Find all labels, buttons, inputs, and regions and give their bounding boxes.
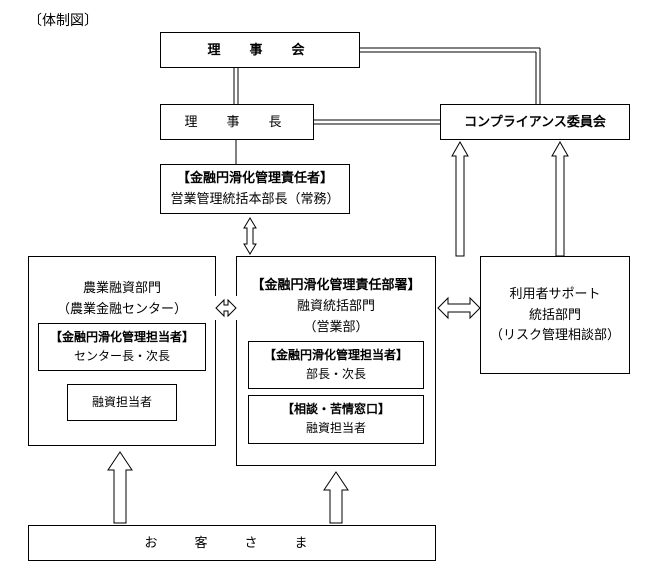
mgr-dept-header1: 融資統括部門: [297, 296, 375, 317]
mgr-dept-header2: （営業部）: [303, 317, 368, 338]
agri-staff-box: 融資担当者: [67, 384, 177, 421]
arrow-customers-agri: [108, 452, 132, 523]
node-user-support: 利用者サポート 統括部門 （リスク管理相談部）: [480, 256, 630, 374]
node-agri-dept: 農業融資部門 （農業金融センター） 【金融円滑化管理担当者】 センター長・次長 …: [28, 256, 216, 446]
node-chairman: 理 事 長: [160, 104, 314, 140]
mgr-dept-consult-box: 【相談・苦情窓口】 融資担当者: [248, 395, 424, 443]
mgr-person-subtitle: 営業管理統括本部長（常務）: [170, 189, 339, 210]
agri-header2: （農業金融センター）: [57, 299, 187, 320]
mgr-dept-consult-sub: 融資担当者: [306, 421, 366, 435]
agri-officer-title: 【金融円滑化管理担当者】: [50, 330, 194, 344]
node-customers: お 客 さ ま: [28, 525, 436, 561]
arrow-usersupport-compliance: [552, 142, 568, 256]
node-board: 理 事 会: [160, 32, 360, 68]
node-mgr-person: 【金融円滑化管理責任者】 営業管理統括本部長（常務）: [160, 164, 350, 214]
mgr-dept-officer-sub: 部長・次長: [306, 367, 366, 381]
node-mgr-dept: 【金融円滑化管理責任部署】 融資統括部門 （営業部） 【金融円滑化管理担当者】 …: [236, 256, 436, 466]
user-support-line1: 利用者サポート: [509, 284, 600, 305]
customers-label: お 客 さ ま: [144, 533, 319, 554]
mgr-dept-top-title: 【金融円滑化管理責任部署】: [251, 275, 420, 296]
mgr-dept-officer-title: 【金融円滑化管理担当者】: [264, 348, 408, 362]
arrow-customers-mgrdept: [324, 472, 348, 523]
agri-officer-box: 【金融円滑化管理担当者】 センター長・次長: [38, 323, 206, 371]
board-label: 理 事 会: [207, 40, 312, 61]
arrow-mgrdept-usersupport: [438, 298, 480, 318]
agri-staff: 融資担当者: [92, 395, 152, 409]
chairman-label: 理 事 長: [184, 112, 289, 133]
agri-officer-sub: センター長・次長: [74, 349, 170, 363]
arrow-agri-mgrdept: [217, 300, 235, 316]
compliance-label: コンプライアンス委員会: [464, 112, 606, 133]
diagram-title: 〔体制図〕: [28, 10, 98, 30]
user-support-line2: 統括部門: [529, 305, 581, 326]
agri-header1: 農業融資部門: [83, 278, 161, 299]
arrow-mgrdept-compliance: [452, 142, 468, 256]
mgr-person-title: 【金融円滑化管理責任者】: [177, 168, 333, 189]
mgr-dept-consult-title: 【相談・苦情窓口】: [282, 402, 390, 416]
node-compliance: コンプライアンス委員会: [440, 104, 630, 140]
user-support-line3: （リスク管理相談部）: [490, 325, 620, 346]
arrow-mgrperson-mgrdept: [244, 218, 256, 254]
mgr-dept-officer-box: 【金融円滑化管理担当者】 部長・次長: [248, 341, 424, 389]
